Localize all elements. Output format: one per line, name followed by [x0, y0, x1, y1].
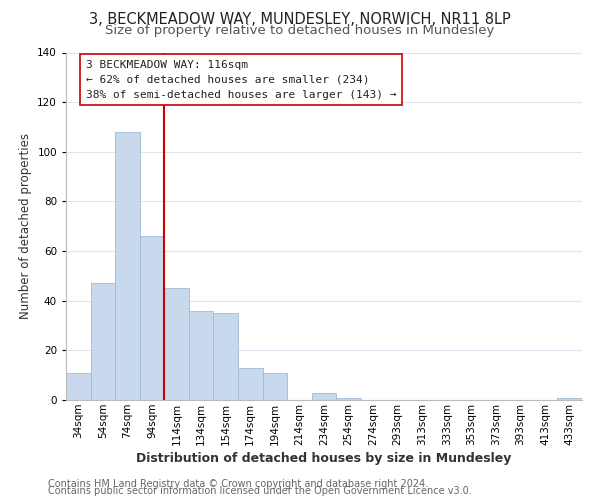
X-axis label: Distribution of detached houses by size in Mundesley: Distribution of detached houses by size …: [136, 452, 512, 465]
Bar: [91, 284, 115, 400]
Bar: [66, 372, 91, 400]
Text: Size of property relative to detached houses in Mundesley: Size of property relative to detached ho…: [106, 24, 494, 37]
Bar: [557, 398, 582, 400]
Bar: [336, 398, 361, 400]
Bar: [115, 132, 140, 400]
Bar: [164, 288, 189, 400]
Bar: [263, 372, 287, 400]
Bar: [312, 392, 336, 400]
Text: Contains public sector information licensed under the Open Government Licence v3: Contains public sector information licen…: [48, 486, 472, 496]
Text: Contains HM Land Registry data © Crown copyright and database right 2024.: Contains HM Land Registry data © Crown c…: [48, 479, 428, 489]
Bar: [189, 310, 214, 400]
Y-axis label: Number of detached properties: Number of detached properties: [19, 133, 32, 320]
Bar: [238, 368, 263, 400]
Text: 3, BECKMEADOW WAY, MUNDESLEY, NORWICH, NR11 8LP: 3, BECKMEADOW WAY, MUNDESLEY, NORWICH, N…: [89, 12, 511, 28]
Bar: [140, 236, 164, 400]
Text: 3 BECKMEADOW WAY: 116sqm
← 62% of detached houses are smaller (234)
38% of semi-: 3 BECKMEADOW WAY: 116sqm ← 62% of detach…: [86, 60, 396, 100]
Bar: [214, 313, 238, 400]
